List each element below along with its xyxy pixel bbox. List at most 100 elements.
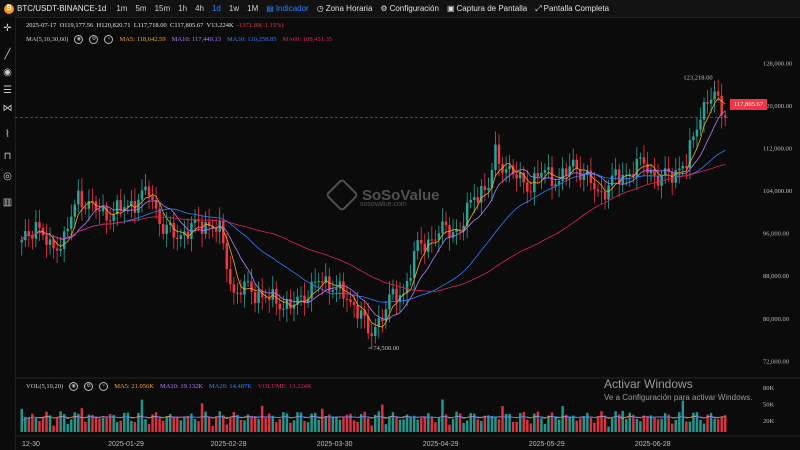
eye-icon[interactable]: ◎ xyxy=(3,171,12,182)
volume-bar xyxy=(59,411,62,432)
candle-body xyxy=(476,197,480,203)
timeframe-1w[interactable]: 1w xyxy=(228,4,240,13)
timeframe-1m[interactable]: 1m xyxy=(116,4,128,13)
screenshot-button[interactable]: ▣ Captura de Pantalla xyxy=(443,4,531,13)
candle-body xyxy=(66,228,69,232)
candle-body xyxy=(52,239,55,249)
volume-bar xyxy=(48,415,52,432)
candle-body xyxy=(462,225,465,231)
volume-bar xyxy=(473,413,476,432)
volume-bar xyxy=(282,412,285,432)
time-tick-label: 2025-04-29 xyxy=(423,441,459,448)
candle-body xyxy=(554,184,557,187)
circle-icon[interactable]: ◉ xyxy=(3,67,12,78)
candle-body xyxy=(646,163,649,174)
timeframe-1h[interactable]: 1h xyxy=(178,4,188,13)
horizontal-lines-icon[interactable]: ☰ xyxy=(3,85,12,96)
vol-close-icon[interactable]: × xyxy=(99,382,109,391)
volume-bar xyxy=(632,414,635,432)
timeframe-5m[interactable]: 5m xyxy=(135,4,147,13)
measure-icon[interactable]: ⌇ xyxy=(5,129,10,140)
candle-body xyxy=(172,222,176,238)
lock-icon[interactable]: ⊓ xyxy=(3,151,12,162)
volume-bar xyxy=(186,415,190,432)
volume-bar xyxy=(522,412,525,432)
candle-body xyxy=(232,284,236,293)
candle-body xyxy=(144,186,147,191)
vol-visibility-icon[interactable]: ◉ xyxy=(69,382,79,391)
candle-body xyxy=(317,281,320,283)
volume-bar xyxy=(596,415,600,432)
crosshair-icon[interactable]: ✛ xyxy=(3,23,12,34)
watermark-brand: SoSoValue xyxy=(362,186,440,204)
volume-bar xyxy=(239,419,243,432)
volume-bar xyxy=(610,417,614,432)
candle-body xyxy=(720,95,723,116)
candle-body xyxy=(419,240,423,244)
fullscreen-icon: ⤢ xyxy=(535,3,542,13)
fullscreen-button[interactable]: ⤢ Pantalla Completa xyxy=(531,4,613,14)
candle-body xyxy=(359,310,363,319)
candle-body xyxy=(444,221,448,226)
candle-body xyxy=(356,305,359,319)
candle-body xyxy=(27,231,31,236)
volume-bar xyxy=(480,420,483,432)
volume-bar xyxy=(356,421,359,432)
timeframe-1M[interactable]: 1M xyxy=(247,4,259,13)
symbol-selector[interactable]: ₿ BTC/USDT-BINANCE-1d xyxy=(0,3,112,14)
candle-body xyxy=(557,180,561,185)
candle-body xyxy=(526,182,529,192)
volume-bar xyxy=(444,414,448,432)
volume-bar xyxy=(564,414,568,432)
candle-body xyxy=(377,318,381,328)
volume-bar xyxy=(20,408,24,432)
low-marker-label: 74,508.00 xyxy=(373,345,399,352)
volume-bar xyxy=(423,417,426,432)
ohlc-volume: V13.224K xyxy=(206,22,234,29)
candle-body xyxy=(161,224,165,234)
volume-bar xyxy=(702,423,706,432)
candle-body xyxy=(296,296,299,305)
volume-bar xyxy=(119,420,122,432)
timeframe-15m[interactable]: 15m xyxy=(154,4,171,13)
trash-icon[interactable]: ▥ xyxy=(2,197,13,208)
pattern-icon[interactable]: ⋈ xyxy=(2,103,13,114)
volume-bar xyxy=(716,419,720,432)
timezone-button[interactable]: ◷ Zona Horaria xyxy=(313,4,377,13)
volume-bar xyxy=(621,410,624,432)
volume-bar xyxy=(31,413,34,432)
vol-settings-icon[interactable]: ⚙ xyxy=(84,382,94,391)
candle-body xyxy=(45,235,48,245)
volume-bar xyxy=(161,420,165,432)
timeframe-1d[interactable]: 1d xyxy=(211,4,221,13)
candle-body xyxy=(716,91,720,96)
volume-bar xyxy=(448,424,451,432)
volume-bar xyxy=(133,422,137,432)
candle-body xyxy=(108,220,112,222)
candle-body xyxy=(589,170,593,184)
settings-icon[interactable]: ⚙ xyxy=(89,35,99,44)
candle-body xyxy=(480,186,483,203)
candle-body xyxy=(660,174,663,186)
trend-line-icon[interactable]: ╱ xyxy=(4,49,11,60)
volume-bar xyxy=(200,403,204,432)
sosovalue-watermark: SoSoValue sosovalue.com xyxy=(325,178,440,212)
volume-bar xyxy=(222,415,225,432)
timeframe-4h[interactable]: 4h xyxy=(195,4,204,13)
close-icon[interactable]: × xyxy=(104,35,114,44)
timezone-label: Zona Horaria xyxy=(325,4,373,13)
candle-body xyxy=(451,232,455,238)
candle-body xyxy=(571,159,575,167)
settings-button[interactable]: ⚙ Configuración xyxy=(376,4,443,13)
visibility-icon[interactable]: ◉ xyxy=(74,35,84,44)
candle-body xyxy=(303,295,306,304)
indicator-button[interactable]: ▤ Indicador xyxy=(262,4,312,13)
ma60-line xyxy=(21,164,726,292)
volume-bar xyxy=(41,416,45,432)
volume-bar xyxy=(183,417,186,432)
candle-body xyxy=(123,207,126,211)
volume-bar xyxy=(430,416,434,432)
candle-body xyxy=(186,231,190,240)
candle-body xyxy=(222,220,225,244)
